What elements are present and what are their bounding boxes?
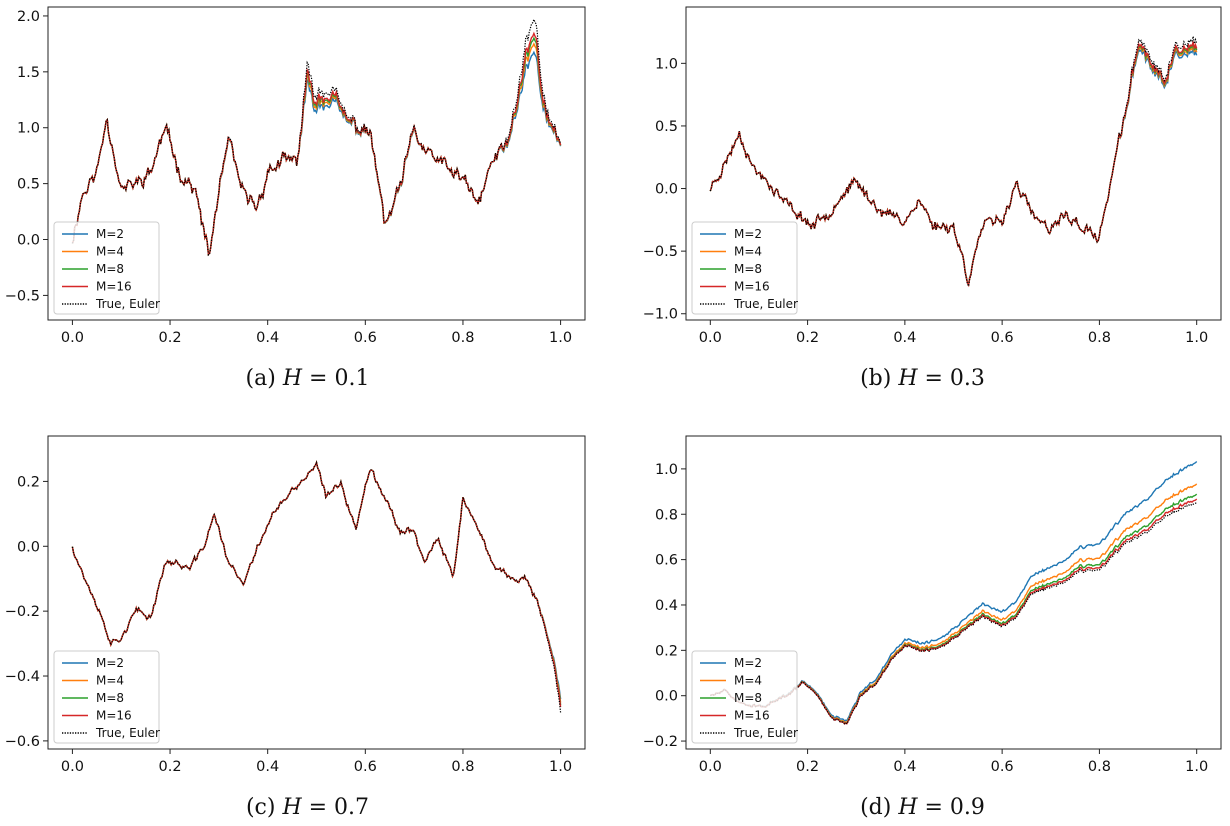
chart-b: 0.0 0.2 0.4 0.6 0.8 1.0−1.0−0.50.00.51.0M=2M=… [643, 6, 1222, 346]
legend-label-m4: M=4 [734, 245, 762, 259]
y-tick-label: −0.6 [5, 734, 40, 750]
y-tick-label: 0.6 [655, 553, 678, 569]
legend-label-m16: M=16 [96, 280, 132, 294]
axes-frame [47, 435, 586, 750]
legend-label-m2: M=2 [96, 656, 124, 670]
x-tick-label: 0.8 [451, 330, 474, 346]
legend-label-m16: M=16 [734, 709, 770, 723]
x-tick-label: 0.2 [159, 759, 182, 775]
x-tick-label: 0.0 [61, 759, 84, 775]
x-tick-label: 0.8 [1088, 330, 1111, 346]
series-line-true-euler [71, 460, 562, 713]
y-tick-label: −0.5 [643, 244, 678, 260]
axes-frame [685, 435, 1222, 750]
chart-d: 0.0 0.2 0.4 0.6 0.8 1.0 −0.2 0.0 0.2 0.4 0.6 0.8 1.0… [643, 435, 1222, 775]
x-tick-label: 0.4 [256, 759, 279, 775]
caption-a: (a) H = 0.1 [245, 366, 370, 391]
series-group [71, 17, 562, 257]
legend-label-m2: M=2 [734, 656, 762, 670]
y-tick-label: 0.8 [655, 507, 678, 523]
chart-a: 0.0 0.2 0.4 0.6 0.8 1.0 −0.5 0.0 0.5 1.0 1.5 2.0 M=2… [5, 6, 586, 346]
x-tick-label: 1.0 [1185, 330, 1208, 346]
x-tick-label: 1.0 [549, 759, 572, 775]
x-tick-label: 0.2 [796, 330, 819, 346]
y-tick-label: 2.0 [17, 9, 40, 25]
caption-b: (b) H = 0.3 [860, 366, 985, 391]
y-tick-label: 0.0 [655, 689, 678, 705]
x-tick-label: 0.8 [1088, 759, 1111, 775]
y-tick-label: 1.0 [655, 56, 678, 72]
legend-label-m2: M=2 [734, 227, 762, 241]
y-tick-label: 0.5 [655, 119, 678, 135]
x-tick-label: 1.0 [1185, 759, 1208, 775]
y-tick-label: −0.2 [643, 734, 678, 750]
series-line-true-euler [709, 36, 1198, 289]
legend: M=2 M=4 M=8 M=16 True, Euler [691, 650, 798, 744]
y-tick-label: 1.0 [655, 462, 678, 478]
legend-label-true-euler: True, Euler [95, 726, 160, 740]
series-group [71, 460, 562, 713]
legend: M=2 M=4 M=8 M=16 True, Euler [53, 221, 160, 315]
y-tick-label: −0.4 [5, 669, 40, 685]
series-line-m16 [71, 31, 562, 257]
y-tick-label: 0.2 [655, 643, 678, 659]
axes-frame [685, 6, 1222, 321]
axes-frame [47, 6, 586, 321]
legend-label-true-euler: True, Euler [95, 297, 160, 311]
panel-b: 0.0 0.2 0.4 0.6 0.8 1.0 −1.0 −0.5 0.0 0.5 1.0 M=2 M=… [615, 0, 1230, 413]
panel-a: 0.0 0.2 0.4 0.6 0.8 1.0 −0.5 0.0 0.5 1.0 1.5 2.0 M=2… [0, 0, 615, 413]
legend-label-m2: M=2 [96, 227, 124, 241]
legend-label-m4: M=4 [734, 674, 762, 688]
x-tick-label: 0.6 [991, 330, 1014, 346]
panel-d: 0.0 0.2 0.4 0.6 0.8 1.0 −0.2 0.0 0.2 0.4 0.6 0.8 1.0… [615, 413, 1230, 826]
legend: M=2 M=4 M=8 M=16 True, Euler [691, 221, 798, 315]
y-tick-label: −0.5 [5, 288, 40, 304]
y-tick-label: 0.0 [17, 539, 40, 555]
x-tick-label: 0.2 [796, 759, 819, 775]
x-tick-label: 1.0 [549, 330, 572, 346]
series-line-true-euler [71, 17, 562, 257]
x-tick-label: 0.8 [451, 759, 474, 775]
series-line-true-euler [710, 501, 1198, 726]
x-tick-label: 0.0 [699, 759, 722, 775]
x-tick-label: 0.4 [893, 330, 916, 346]
legend-label-m8: M=8 [96, 691, 124, 705]
y-tick-label: 0.0 [655, 182, 678, 198]
x-tick-label: 0.4 [256, 330, 279, 346]
legend-label-true-euler: True, Euler [733, 297, 798, 311]
x-tick-label: 0.6 [354, 330, 377, 346]
caption-d: (d) H = 0.9 [860, 795, 985, 820]
y-tick-label: −1.0 [643, 307, 678, 323]
x-tick-label: 0.6 [354, 759, 377, 775]
legend-label-m16: M=16 [96, 709, 132, 723]
x-tick-label: 0.0 [699, 330, 722, 346]
y-tick-label: 0.5 [17, 177, 40, 193]
y-tick-label: 0.2 [17, 474, 40, 490]
y-tick-label: −0.2 [5, 604, 40, 620]
legend-label-m8: M=8 [734, 691, 762, 705]
legend-label-m4: M=4 [96, 674, 124, 688]
legend-label-true-euler: True, Euler [733, 726, 798, 740]
y-tick-label: 1.0 [17, 121, 40, 137]
x-tick-label: 0.2 [159, 330, 182, 346]
chart-c: 0.0 0.2 0.4 0.6 0.8 1.0−0.6−0.4−0.20.00.2M=2M… [5, 435, 586, 775]
y-tick-label: 0.0 [17, 233, 40, 249]
legend: M=2 M=4 M=8 M=16 True, Euler [53, 650, 160, 744]
legend-label-m8: M=8 [734, 262, 762, 276]
panel-c: 0.0 0.2 0.4 0.6 0.8 1.0 −0.6 −0.4 −0.2 0.0 0.2 M=2 M… [0, 413, 615, 826]
y-tick-label: 0.4 [655, 598, 678, 614]
x-tick-label: 0.6 [991, 759, 1014, 775]
legend-label-m16: M=16 [734, 280, 770, 294]
x-tick-label: 0.4 [893, 759, 916, 775]
series-group [709, 36, 1198, 289]
legend-label-m8: M=8 [96, 262, 124, 276]
y-tick-label: 1.5 [17, 65, 40, 81]
caption-c: (c) H = 0.7 [245, 795, 370, 820]
legend-label-m4: M=4 [96, 245, 124, 259]
x-tick-label: 0.0 [61, 330, 84, 346]
